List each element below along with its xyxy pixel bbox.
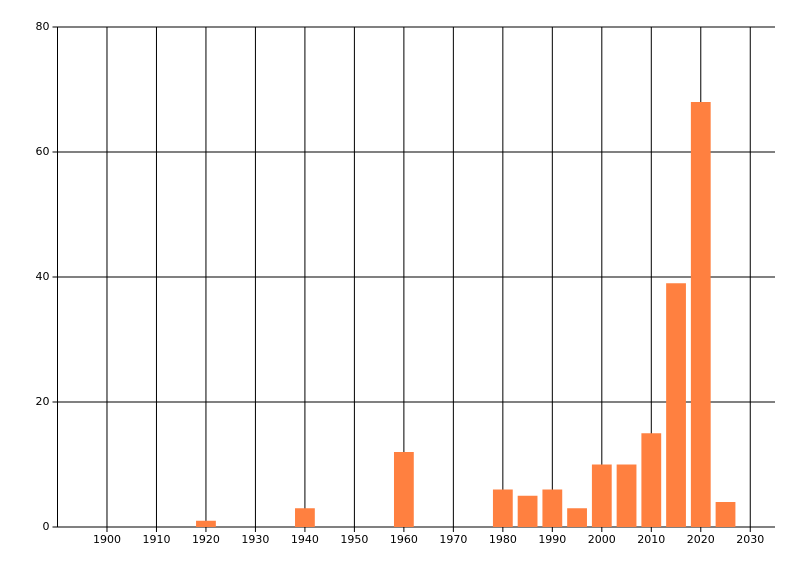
x-tick-label: 1950 — [340, 533, 368, 546]
y-tick-label: 60 — [36, 145, 50, 158]
x-tick-label: 1920 — [192, 533, 220, 546]
x-tick-label: 2030 — [736, 533, 764, 546]
y-tick-label: 0 — [43, 520, 50, 533]
y-tick-label: 80 — [36, 20, 50, 33]
x-tick-label: 2020 — [687, 533, 715, 546]
bar — [690, 102, 711, 527]
bar — [591, 464, 612, 527]
x-tick-label: 1960 — [390, 533, 418, 546]
bar — [715, 502, 736, 527]
y-tick-label: 20 — [36, 395, 50, 408]
x-tick-label: 2010 — [637, 533, 665, 546]
x-tick-label: 1980 — [489, 533, 517, 546]
x-tick-label: 1940 — [291, 533, 319, 546]
bar — [492, 489, 513, 527]
bar — [393, 452, 414, 527]
bar — [517, 495, 538, 527]
bar — [295, 508, 315, 527]
bar — [567, 508, 587, 527]
x-tick-label: 1990 — [538, 533, 566, 546]
x-tick-label: 1930 — [241, 533, 269, 546]
bar — [616, 464, 637, 527]
bar — [542, 489, 563, 527]
x-tick-label: 1910 — [142, 533, 170, 546]
x-tick-label: 1900 — [93, 533, 121, 546]
bar — [641, 433, 662, 527]
bar — [196, 520, 216, 527]
x-tick-label: 2000 — [588, 533, 616, 546]
bar — [666, 283, 686, 527]
x-tick-label: 1970 — [439, 533, 467, 546]
y-tick-label: 40 — [36, 270, 50, 283]
